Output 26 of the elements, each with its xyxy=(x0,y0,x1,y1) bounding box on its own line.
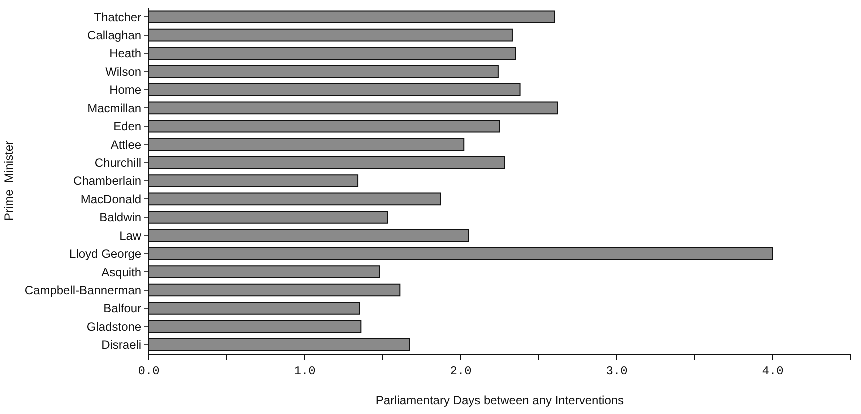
y-tick-label: Thatcher xyxy=(94,10,142,24)
y-tick-label: Balfour xyxy=(104,302,142,316)
y-tick-label: Eden xyxy=(114,120,142,134)
y-tick-label: Macmillan xyxy=(88,101,142,116)
y-tick-label: Lloyd George xyxy=(70,247,142,262)
y-tick-label: Wilson xyxy=(106,64,142,79)
x-axis-title: Parliamentary Days between any Interventions xyxy=(376,393,624,408)
y-tick-label: Law xyxy=(120,228,142,243)
y-tick-label: Campbell-Bannerman xyxy=(24,283,142,298)
y-tick-label: Heath xyxy=(110,46,142,61)
x-tick-label: 4.0 xyxy=(762,364,784,378)
x-tick-label: 3.0 xyxy=(606,364,628,378)
y-tick-label: Asquith xyxy=(102,265,142,280)
y-tick-label: Churchill xyxy=(94,156,142,170)
y-tick-label: Attlee xyxy=(110,138,142,152)
y-tick-label: Home xyxy=(110,83,142,98)
y-tick-label: Chamberlain xyxy=(74,174,142,188)
x-tick-label: 1.0 xyxy=(294,364,316,378)
y-tick-label: Baldwin xyxy=(100,210,142,225)
x-tick-label: 2.0 xyxy=(450,364,472,378)
y-axis-title: Prime Minister xyxy=(2,140,16,222)
y-tick-label: Gladstone xyxy=(86,320,142,334)
x-tick-label: 0.0 xyxy=(138,364,160,378)
y-tick-label: Callaghan xyxy=(88,28,142,43)
y-tick-label: MacDonald xyxy=(80,192,142,206)
y-tick-label: Disraeli xyxy=(102,338,142,352)
